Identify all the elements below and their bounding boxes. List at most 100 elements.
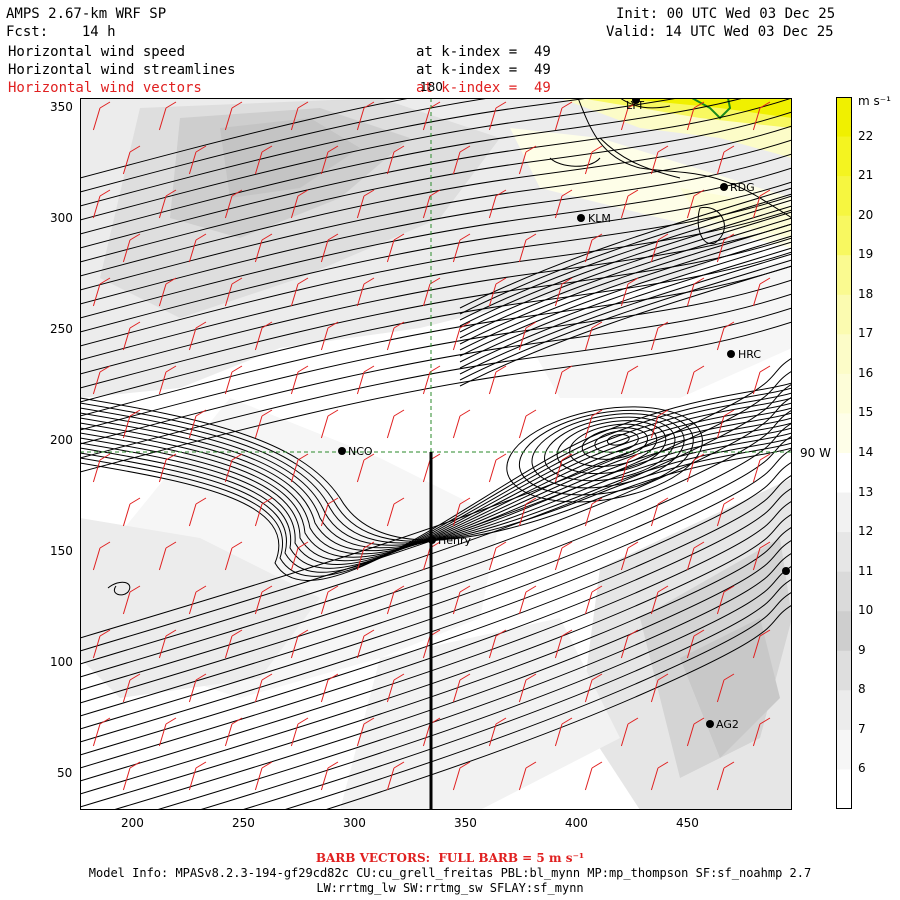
colorbar-cell [836, 215, 852, 256]
vortex-ring [569, 423, 658, 467]
svg-text:HRC: HRC [738, 348, 761, 361]
vortex-ring [556, 420, 667, 475]
x-tick: 300 [343, 816, 366, 830]
wind-barb [188, 497, 207, 527]
vortex-ring [594, 430, 639, 453]
field-level-streamlines: at k-index = 49 [416, 62, 551, 78]
wind-barb [122, 321, 141, 351]
wind-barb [188, 585, 207, 615]
wind-barb [158, 365, 177, 395]
svg-text:RDG: RDG [730, 181, 755, 194]
wind-barb [254, 409, 273, 439]
wind-barb [92, 101, 111, 131]
wind-barb [254, 585, 273, 615]
wind-barb [650, 497, 669, 527]
colorbar-label: 15 [858, 405, 874, 420]
y-tick: 200 [50, 433, 73, 447]
wind-barb [158, 453, 177, 483]
wind-barb [650, 409, 669, 439]
wind-barb [224, 277, 243, 307]
wind-barb [290, 717, 309, 747]
wind-barb [422, 189, 441, 219]
wind-barb [554, 189, 573, 219]
streamline [80, 448, 792, 730]
streamline [80, 293, 792, 445]
station-lyt: LYT [626, 98, 644, 112]
streamline [80, 111, 792, 263]
colorbar-cell [836, 453, 852, 494]
wind-barb [290, 101, 309, 131]
y-tick: 50 [57, 766, 73, 780]
wind-barb [356, 629, 375, 659]
streamline [80, 98, 681, 221]
wind-barb [158, 629, 177, 659]
wind-barb [620, 189, 639, 219]
wind-barb [224, 101, 243, 131]
colorbar-label: 10 [858, 603, 874, 618]
streamline [80, 370, 792, 652]
wind-barb [92, 717, 111, 747]
wind-barb [584, 145, 603, 175]
wind-barb [584, 497, 603, 527]
wind-barb [122, 585, 141, 615]
streamline [323, 604, 792, 810]
wind-barb [554, 541, 573, 571]
y-tick: 350 [50, 100, 73, 114]
streamline [80, 382, 792, 581]
wind-barb [356, 365, 375, 395]
streamline [80, 181, 792, 333]
wind-barb [686, 101, 705, 131]
wind-barb [518, 409, 537, 439]
streamline [282, 591, 792, 810]
parallel-label: 90 W [800, 446, 831, 460]
wind-barb [422, 101, 441, 131]
colorbar-label: 17 [858, 326, 874, 341]
wind-barb [650, 585, 669, 615]
wind-barb [224, 453, 243, 483]
wind-barb [188, 761, 207, 791]
wind-barb [122, 409, 141, 439]
wind-barb [320, 761, 339, 791]
colorbar-label: 18 [858, 286, 874, 301]
wind-barb [320, 321, 339, 351]
colorbar-units: m s⁻¹ [858, 94, 891, 108]
wind-barb [356, 101, 375, 131]
barb-legend: BARB VECTORS: FULL BARB = 5 m s⁻¹ [315, 851, 585, 865]
wind-barb [122, 233, 141, 263]
colorbar-label: 19 [858, 247, 874, 262]
wind-barb [518, 673, 537, 703]
streamline [240, 578, 792, 810]
colorbar-label: 6 [858, 761, 866, 776]
valid-time: Valid: 14 UTC Wed 03 Dec 25 [606, 24, 834, 40]
streamline [80, 98, 413, 179]
streamline [111, 539, 792, 810]
station-unnamed [782, 567, 790, 575]
wind-barb [518, 585, 537, 615]
wind-barb [620, 453, 639, 483]
streamline [80, 392, 792, 573]
wind-map: LYT RDG KLM HRC NCO Henry AG2 180 [80, 98, 792, 810]
wind-barb [290, 189, 309, 219]
wind-barb [254, 145, 273, 175]
streamline [80, 487, 792, 769]
colorbar-cell [836, 571, 852, 612]
streamline [80, 125, 792, 277]
vortex-ring [506, 406, 703, 503]
colorbar-cell [836, 176, 852, 217]
colorbar-cell [836, 373, 852, 414]
field-name-streamlines: Horizontal wind streamlines [8, 62, 236, 78]
wind-barb [452, 145, 471, 175]
stations: LYT RDG KLM HRC NCO Henry AG2 [338, 98, 790, 731]
wind-barb [254, 761, 273, 791]
station-hrc: HRC [727, 348, 761, 361]
colorbar-cell [836, 729, 852, 770]
wind-barb [488, 189, 507, 219]
wind-barb [320, 145, 339, 175]
wind-barb [650, 321, 669, 351]
streamline [459, 247, 792, 369]
wind-barb [290, 365, 309, 395]
wind-barb [386, 585, 405, 615]
wind-barb [224, 629, 243, 659]
wind-barb [158, 541, 177, 571]
vortex-ring [518, 409, 694, 496]
